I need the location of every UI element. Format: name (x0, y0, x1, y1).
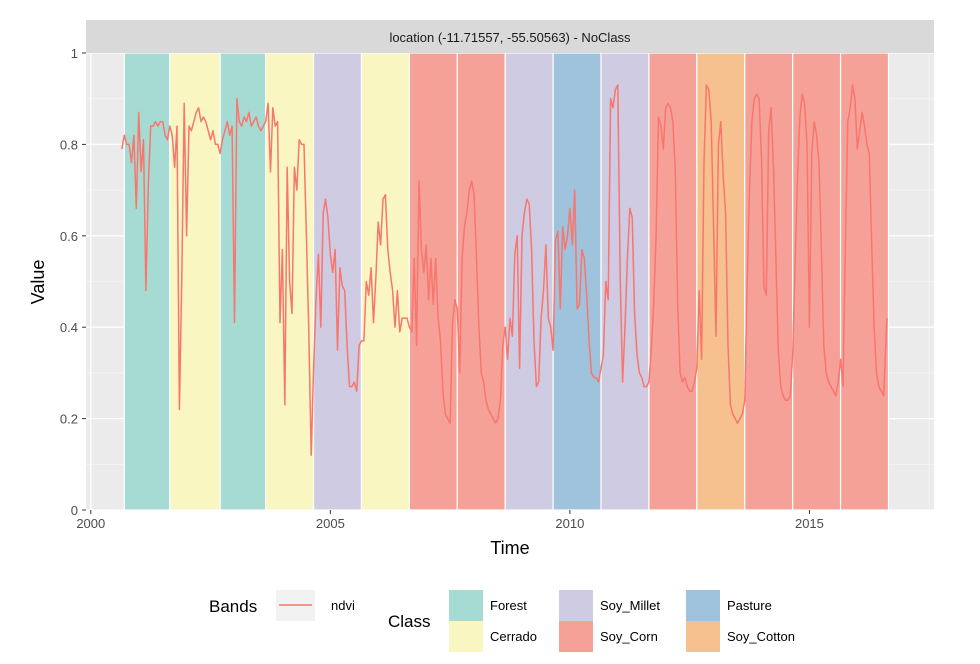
legend-label-forest: Forest (490, 598, 527, 613)
x-tick-label: 2005 (316, 516, 345, 531)
y-tick-label: 0 (71, 503, 78, 518)
legend-class-title: Class (388, 612, 431, 631)
legend: Bands ndvi Class Forest Cerrado Soy_Millet… (209, 590, 795, 652)
legend-label-soy-millet: Soy_Millet (600, 598, 660, 613)
legend-label-soy-corn: Soy_Corn (600, 629, 658, 644)
y-axis-title: Value (28, 260, 48, 305)
band-soy-corn (456, 52, 506, 511)
series-line-ndvi (121, 84, 888, 456)
band-soy-corn (408, 52, 458, 511)
legend-key-soy-cotton (686, 621, 720, 652)
legend-label-soy-cotton: Soy_Cotton (727, 629, 795, 644)
x-tick-label: 2000 (76, 516, 105, 531)
x-axis-title: Time (490, 538, 529, 558)
facet-title: location (-11.71557, -55.50563) - NoClas… (389, 30, 631, 45)
band-soy-millet (312, 52, 363, 511)
band-cerrado (169, 52, 221, 511)
band-forest (219, 52, 267, 511)
band-cerrado (360, 52, 410, 511)
legend-key-soy-corn (559, 621, 593, 652)
y-tick-label: 0.4 (60, 320, 78, 335)
y-tick-label: 1 (71, 46, 78, 61)
legend-label-pasture: Pasture (727, 598, 772, 613)
legend-label-ndvi: ndvi (331, 598, 355, 613)
class-bands (123, 52, 890, 511)
legend-label-cerrado: Cerrado (490, 629, 537, 644)
x-tick-label: 2010 (555, 516, 584, 531)
legend-key-soy-millet (559, 590, 593, 621)
facet-strip: location (-11.71557, -55.50563) - NoClas… (86, 20, 934, 53)
y-tick-label: 0.6 (60, 229, 78, 244)
series-layer (121, 84, 888, 456)
legend-key-pasture (686, 590, 720, 621)
band-soy-millet (504, 52, 554, 511)
axes: 0 0.2 0.4 0.6 0.8 1 2000 2005 2010 2015 (60, 46, 824, 531)
band-soy-corn (792, 52, 842, 511)
legend-bands-title: Bands (209, 597, 257, 616)
x-tick-label: 2015 (795, 516, 824, 531)
legend-class-items: Forest Cerrado Soy_Millet Soy_Corn Pasture So… (449, 590, 795, 652)
facet-strip-background (86, 20, 934, 53)
legend-key-forest (449, 590, 483, 621)
legend-key-cerrado (449, 621, 483, 652)
y-tick-label: 0.8 (60, 137, 78, 152)
y-tick-label: 0.2 (60, 412, 78, 427)
